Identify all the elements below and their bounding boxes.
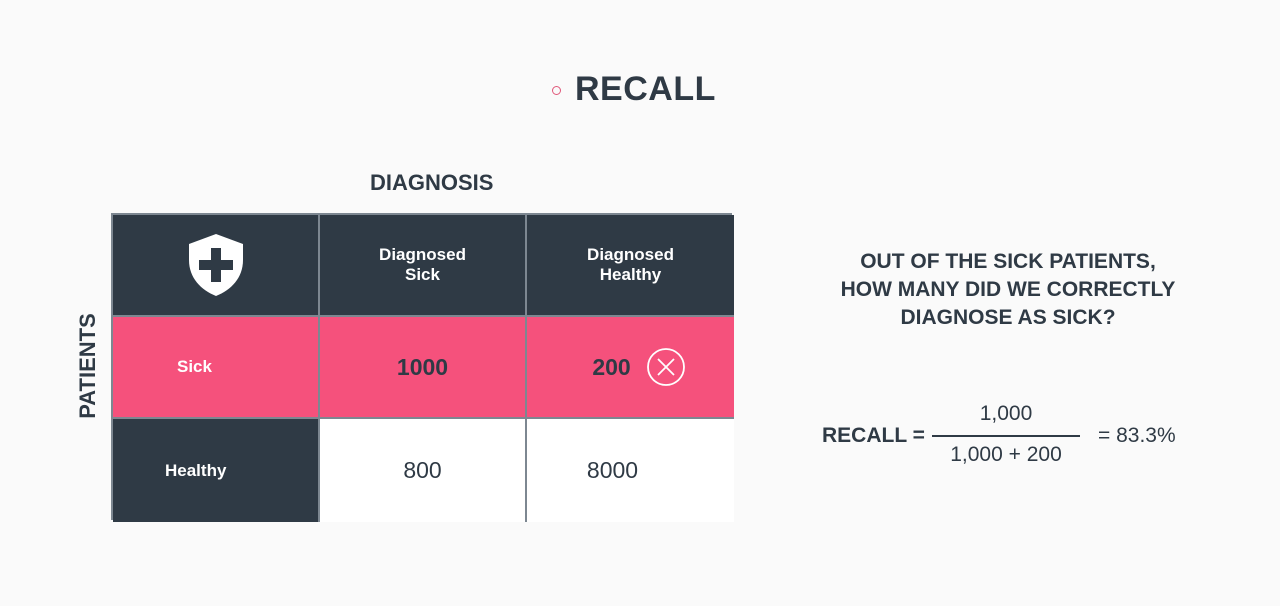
cell-value: 200 xyxy=(592,353,631,380)
bullet-icon xyxy=(552,86,561,95)
close-circle-icon xyxy=(647,348,685,386)
cell-value: 8000 xyxy=(586,457,639,483)
cell-false-negative: 200 xyxy=(527,317,734,419)
cell-value: 800 xyxy=(403,457,442,483)
slide-title: RECALL xyxy=(575,70,716,108)
recall-formula: RECALL = 1,000 1,000 + 200 = 83.3% xyxy=(822,400,1202,472)
cell-false-positive: 800 xyxy=(320,419,527,522)
formula-label: RECALL = xyxy=(822,424,925,447)
diagnosis-axis-label: DIAGNOSIS xyxy=(370,170,494,195)
title-group: RECALL xyxy=(552,70,716,109)
shield-cross-icon xyxy=(188,234,243,296)
matrix-corner-cell xyxy=(113,215,320,317)
patients-axis-label: PATIENTS xyxy=(75,313,100,419)
formula-numerator: 1,000 xyxy=(979,402,1033,425)
recall-question: OUT OF THE SICK PATIENTS, HOW MANY DID W… xyxy=(840,250,1176,329)
header-diagnosed-healthy: Diagnosed Healthy xyxy=(527,215,734,317)
header-label: Diagnosed Healthy xyxy=(587,245,674,284)
row-label: Healthy xyxy=(165,460,227,480)
row-label-healthy: Healthy xyxy=(113,419,320,522)
header-label: Diagnosed Sick xyxy=(379,245,466,284)
confusion-matrix: Diagnosed Sick Diagnosed Healthy Sick 10… xyxy=(111,213,734,522)
header-diagnosed-sick: Diagnosed Sick xyxy=(320,215,527,317)
cell-value: 1000 xyxy=(396,353,449,380)
cell-true-negative: 8000 xyxy=(527,419,734,522)
formula-result: = 83.3% xyxy=(1098,424,1176,447)
row-label: Sick xyxy=(177,357,212,376)
row-label-sick: Sick xyxy=(113,317,320,419)
cell-true-positive: 1000 xyxy=(320,317,527,419)
fraction-line xyxy=(932,435,1080,437)
formula-denominator: 1,000 + 200 xyxy=(950,443,1062,466)
